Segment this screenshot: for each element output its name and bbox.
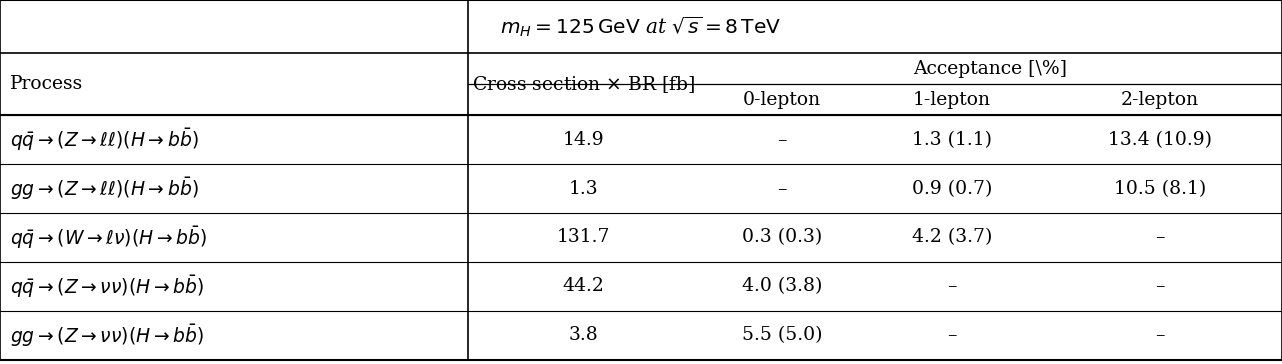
Text: –: – bbox=[1155, 277, 1165, 295]
Text: 0-lepton: 0-lepton bbox=[744, 91, 820, 109]
Text: $q\bar{q} \rightarrow (W \rightarrow \ell\nu)(H \rightarrow b\bar{b})$: $q\bar{q} \rightarrow (W \rightarrow \el… bbox=[10, 224, 208, 251]
Text: 13.4 (10.9): 13.4 (10.9) bbox=[1108, 131, 1213, 149]
Text: $q\bar{q} \rightarrow (Z \rightarrow \nu\nu)(H \rightarrow b\bar{b})$: $q\bar{q} \rightarrow (Z \rightarrow \nu… bbox=[10, 273, 204, 300]
Text: 2-lepton: 2-lepton bbox=[1122, 91, 1199, 109]
Text: –: – bbox=[777, 180, 787, 198]
Text: 5.5 (5.0): 5.5 (5.0) bbox=[742, 326, 822, 344]
Text: 4.0 (3.8): 4.0 (3.8) bbox=[742, 277, 822, 295]
Text: –: – bbox=[777, 131, 787, 149]
Text: 1-lepton: 1-lepton bbox=[913, 91, 991, 109]
Text: Cross section $\times$ BR [fb]: Cross section $\times$ BR [fb] bbox=[472, 74, 695, 95]
Text: Process: Process bbox=[10, 75, 83, 93]
Text: $gg \rightarrow (Z \rightarrow \ell\ell)(H \rightarrow b\bar{b})$: $gg \rightarrow (Z \rightarrow \ell\ell)… bbox=[10, 175, 199, 202]
Text: –: – bbox=[1155, 326, 1165, 344]
Text: $m_H = 125\,\mathrm{GeV}$ at $\sqrt{s} = 8\,\mathrm{TeV}$: $m_H = 125\,\mathrm{GeV}$ at $\sqrt{s} =… bbox=[500, 15, 782, 39]
Text: 131.7: 131.7 bbox=[556, 229, 610, 246]
Text: $gg \rightarrow (Z \rightarrow \nu\nu)(H \rightarrow b\bar{b})$: $gg \rightarrow (Z \rightarrow \nu\nu)(H… bbox=[10, 322, 204, 349]
Text: Acceptance [\%]: Acceptance [\%] bbox=[913, 60, 1068, 78]
Text: 14.9: 14.9 bbox=[563, 131, 604, 149]
Text: –: – bbox=[1155, 229, 1165, 246]
Text: $q\bar{q} \rightarrow (Z \rightarrow \ell\ell)(H \rightarrow b\bar{b})$: $q\bar{q} \rightarrow (Z \rightarrow \el… bbox=[10, 126, 199, 153]
Text: 3.8: 3.8 bbox=[568, 326, 599, 344]
Text: 10.5 (8.1): 10.5 (8.1) bbox=[1114, 180, 1206, 198]
Text: –: – bbox=[947, 277, 956, 295]
Text: 0.3 (0.3): 0.3 (0.3) bbox=[742, 229, 822, 246]
Text: 1.3 (1.1): 1.3 (1.1) bbox=[912, 131, 992, 149]
Text: –: – bbox=[947, 326, 956, 344]
Text: 1.3: 1.3 bbox=[568, 180, 599, 198]
Text: 44.2: 44.2 bbox=[563, 277, 604, 295]
Text: 0.9 (0.7): 0.9 (0.7) bbox=[912, 180, 992, 198]
Text: 4.2 (3.7): 4.2 (3.7) bbox=[912, 229, 992, 246]
